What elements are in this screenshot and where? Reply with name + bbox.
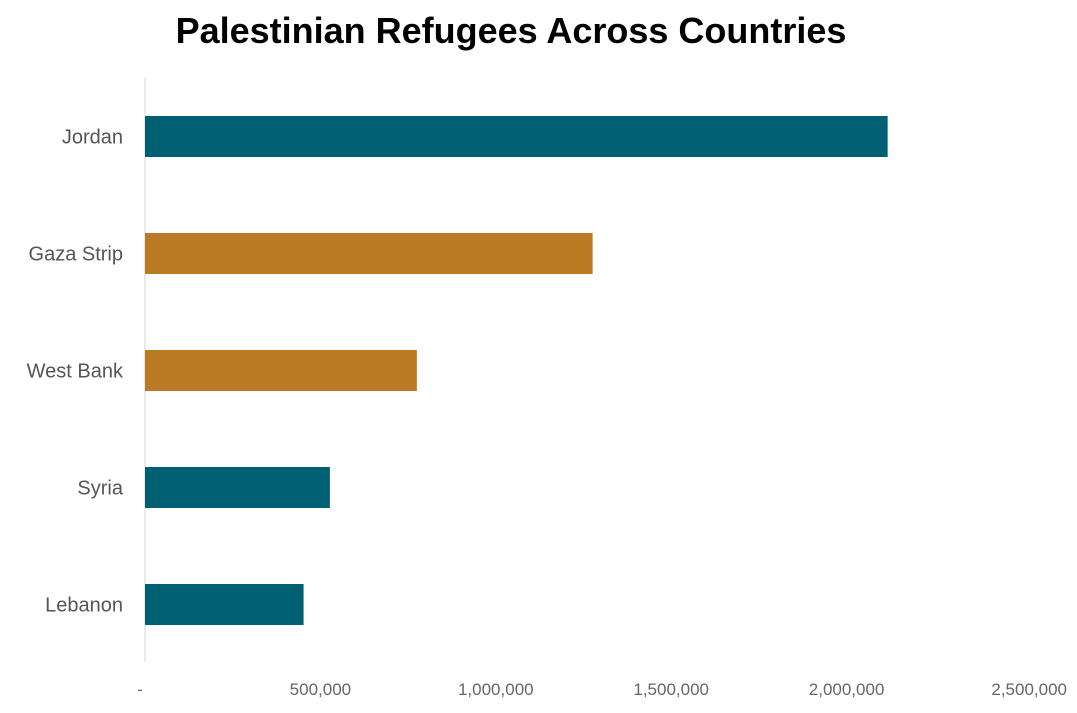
- chart-title: Palestinian Refugees Across Countries: [175, 10, 847, 51]
- bars-group: [145, 116, 888, 625]
- bar-gaza-strip: [145, 233, 593, 274]
- bar-lebanon: [145, 584, 304, 625]
- bar-west-bank: [145, 350, 417, 391]
- x-tick-label: 1,000,000: [458, 680, 534, 699]
- x-tick-label: -: [137, 680, 143, 699]
- category-label: Gaza Strip: [29, 244, 123, 266]
- x-tick-label: 2,500,000: [991, 680, 1067, 699]
- bar-jordan: [145, 116, 888, 157]
- x-tick-label: 2,000,000: [809, 680, 885, 699]
- x-tick-labels: - 500,000 1,000,000 1,500,000 2,000,000 2,500…: [137, 680, 1067, 699]
- category-label: West Bank: [27, 361, 124, 383]
- category-label: Lebanon: [45, 595, 123, 617]
- x-tick-label: 1,500,000: [633, 680, 709, 699]
- bar-syria: [145, 467, 330, 508]
- x-tick-label: 500,000: [290, 680, 351, 699]
- category-labels: Jordan Gaza Strip West Bank Syria Lebanon: [27, 127, 124, 617]
- category-label: Jordan: [62, 127, 123, 149]
- category-label: Syria: [77, 478, 123, 500]
